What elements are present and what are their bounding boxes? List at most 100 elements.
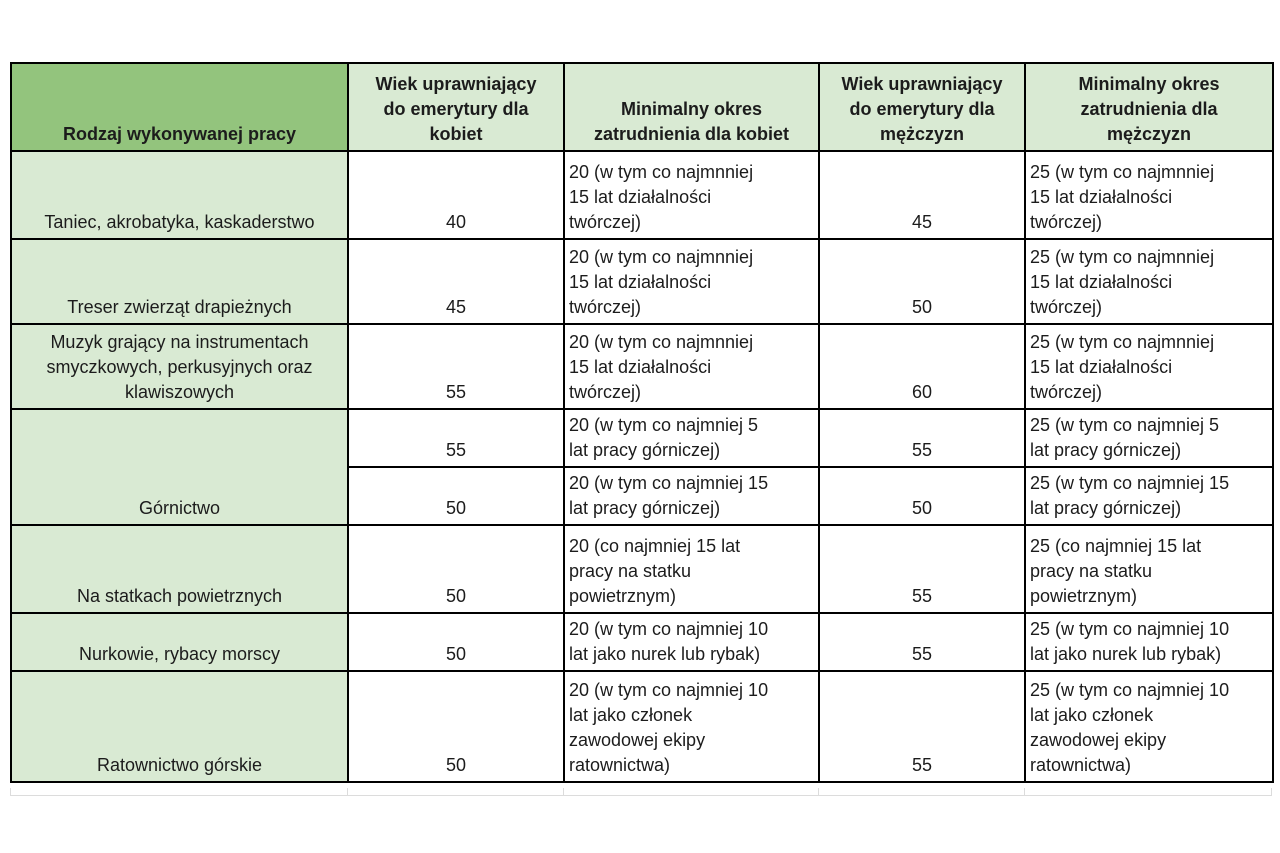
cell-age: 50 [347,670,565,783]
column-header-men-age: Wiek uprawniający do emerytury dla mężcz… [818,62,1026,152]
cell-age: 45 [347,238,565,325]
column-header-label: Rodzaj wykonywanej pracy [62,124,297,144]
cell-period: 20 (w tym co najmniej 10 lat jako człone… [563,670,820,783]
cell-text: Taniec, akrobatyka, kaskaderstwo [44,212,315,232]
gridline-tick [1024,788,1025,795]
cell-period: 20 (w tym co najmnniej 15 lat działalnoś… [563,323,820,410]
cell-job: Nurkowie, rybacy morscy [10,612,349,672]
cell-text: 20 (co najmniej 15 lat pracy na statku p… [569,536,741,606]
gridline-tick [563,788,564,795]
cell-period: 25 (w tym co najmnniej 15 lat działalnoś… [1024,150,1274,240]
cell-text: 25 (w tym co najmnniej 15 lat działalnoś… [1030,332,1215,402]
cell-period: 25 (w tym co najmniej 15 lat pracy górni… [1024,466,1274,526]
cell-text: 55 [911,586,933,606]
cell-text: 50 [445,586,467,606]
cell-job: Ratownictwo górskie [10,670,349,783]
cell-text: 50 [445,498,467,518]
table-row: Ratownictwo górskie 50 20 (w tym co najmni… [10,670,1274,783]
retirement-age-table: Rodzaj wykonywanej pracy Wiek uprawniają… [10,62,1274,783]
cell-period: 25 (w tym co najmniej 10 lat jako człone… [1024,670,1274,783]
cell-text: Treser zwierząt drapieżnych [67,297,292,317]
gridline-tick [1271,788,1272,795]
column-header-men-period: Minimalny okres zatrudnienia dla mężczyz… [1024,62,1274,152]
cell-text: 45 [911,212,933,232]
column-header-women-period: Minimalny okres zatrudnienia dla kobiet [563,62,820,152]
table-row: Taniec, akrobatyka, kaskaderstwo 40 20 (w … [10,150,1274,240]
cell-age: 55 [818,612,1026,672]
cell-age: 55 [818,670,1026,783]
cell-text: 25 (w tym co najmnniej 15 lat działalnoś… [1030,247,1215,317]
cell-text: 55 [445,440,467,460]
column-header-label: Minimalny okres zatrudnienia dla mężczyz… [1078,74,1220,144]
cell-age: 45 [818,150,1026,240]
cell-age: 55 [347,408,565,468]
cell-text: 25 (co najmniej 15 lat pracy na statku p… [1030,536,1202,606]
cell-job: Górnictwo [10,408,349,526]
cell-age: 50 [347,612,565,672]
gridline-tick [10,788,11,795]
cell-age: 50 [347,466,565,526]
cell-text: 55 [445,382,467,402]
cell-period: 25 (co najmniej 15 lat pracy na statku p… [1024,524,1274,614]
cell-text: Górnictwo [138,498,221,518]
column-header-label: Wiek uprawniający do emerytury dla kobie… [375,74,537,144]
cell-text: Na statkach powietrznych [76,586,283,606]
column-header-women-age: Wiek uprawniający do emerytury dla kobie… [347,62,565,152]
cell-text: 25 (w tym co najmniej 5 lat pracy górnic… [1030,415,1220,460]
cell-text: 20 (w tym co najmniej 10 lat jako człone… [569,680,769,775]
cell-age: 50 [818,238,1026,325]
column-header-job-type: Rodzaj wykonywanej pracy [10,62,349,152]
cell-period: 20 (w tym co najmnniej 15 lat działalnoś… [563,150,820,240]
spreadsheet-gridline-hint [10,788,1272,796]
cell-text: 20 (w tym co najmniej 10 lat jako nurek … [569,619,769,664]
table-row: Nurkowie, rybacy morscy 50 20 (w tym co na… [10,612,1274,672]
cell-text: 25 (w tym co najmniej 15 lat pracy górni… [1030,473,1230,518]
cell-age: 55 [818,408,1026,468]
cell-text: 25 (w tym co najmniej 10 lat jako nurek … [1030,619,1230,664]
cell-period: 20 (w tym co najmniej 10 lat jako nurek … [563,612,820,672]
table-row: Na statkach powietrznych 50 20 (co najmnie… [10,524,1274,614]
cell-text: 55 [911,755,933,775]
cell-text: 60 [911,382,933,402]
cell-period: 25 (w tym co najmnniej 15 lat działalnoś… [1024,323,1274,410]
cell-text: 50 [445,644,467,664]
cell-text: 20 (w tym co najmniej 5 lat pracy górnic… [569,415,759,460]
gridline-tick [818,788,819,795]
cell-text: 55 [911,644,933,664]
table-row: Muzyk grający na instrumentach smyczkowy… [10,323,1274,410]
cell-job: Taniec, akrobatyka, kaskaderstwo [10,150,349,240]
cell-age: 40 [347,150,565,240]
cell-text: 50 [911,498,933,518]
cell-text: 40 [445,212,467,232]
cell-job: Muzyk grający na instrumentach smyczkowy… [10,323,349,410]
gridline-tick [347,788,348,795]
cell-text: 55 [911,440,933,460]
cell-age: 55 [818,524,1026,614]
cell-job: Na statkach powietrznych [10,524,349,614]
cell-text: Ratownictwo górskie [96,755,263,775]
cell-period: 20 (co najmniej 15 lat pracy na statku p… [563,524,820,614]
table-row: 50 20 (w tym co najmniej 15 lat pracy gór… [11,466,1274,526]
cell-text: Muzyk grający na instrumentach smyczkowy… [46,332,313,402]
cell-age: 55 [347,323,565,410]
column-header-label: Wiek uprawniający do emerytury dla mężcz… [841,74,1003,144]
cell-text: 25 (w tym co najmniej 10 lat jako człone… [1030,680,1230,775]
cell-period: 25 (w tym co najmnniej 15 lat działalnoś… [1024,238,1274,325]
cell-period: 25 (w tym co najmniej 5 lat pracy górnic… [1024,408,1274,468]
cell-period: 20 (w tym co najmnniej 15 lat działalnoś… [563,238,820,325]
cell-age: 50 [347,524,565,614]
cell-text: 25 (w tym co najmnniej 15 lat działalnoś… [1030,162,1215,232]
cell-period: 20 (w tym co najmniej 5 lat pracy górnic… [563,408,820,468]
cell-text: 20 (w tym co najmniej 15 lat pracy górni… [569,473,769,518]
cell-text: 50 [445,755,467,775]
cell-text: 45 [445,297,467,317]
cell-text: 50 [911,297,933,317]
column-header-label: Minimalny okres zatrudnienia dla kobiet [593,99,790,144]
cell-period: 20 (w tym co najmniej 15 lat pracy górni… [563,466,820,526]
cell-job: Treser zwierząt drapieżnych [10,238,349,325]
table-row: Górnictwo 55 20 (w tym co najmniej 5 lat p… [10,408,1274,526]
cell-age: 60 [818,323,1026,410]
cell-text: 20 (w tym co najmnniej 15 lat działalnoś… [569,247,754,317]
cell-age: 50 [818,466,1026,526]
cell-period: 25 (w tym co najmniej 10 lat jako nurek … [1024,612,1274,672]
